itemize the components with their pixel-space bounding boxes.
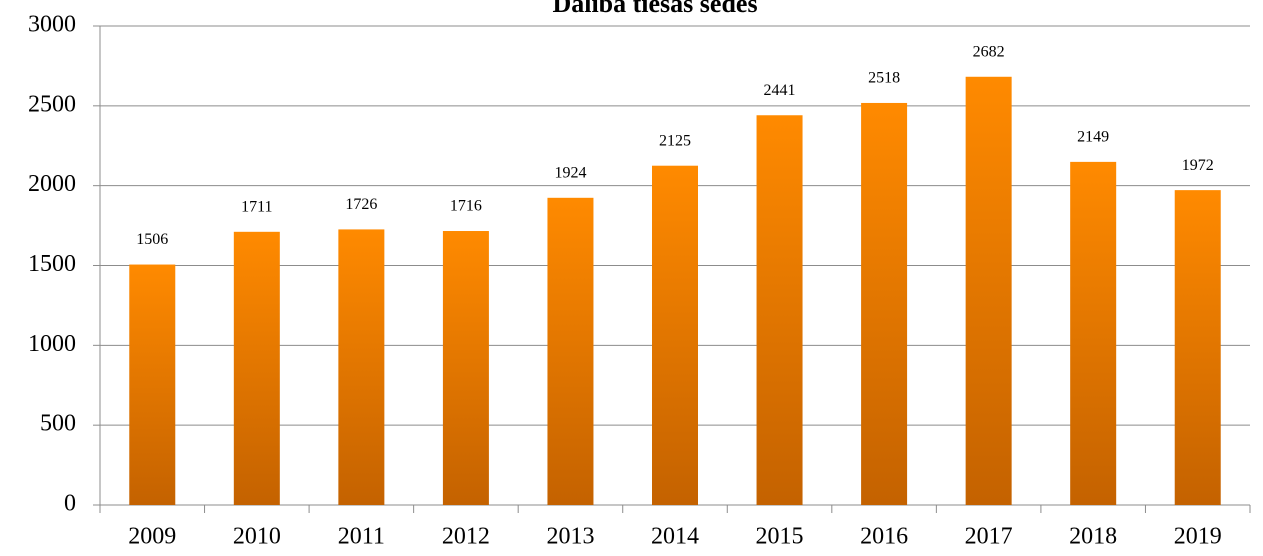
- value-label: 2149: [1077, 129, 1109, 146]
- bar: [547, 197, 594, 505]
- bar: [861, 102, 908, 505]
- y-tick-label: 1500: [28, 251, 76, 277]
- y-tick-label: 1000: [28, 331, 76, 357]
- x-tick-label: 2010: [233, 524, 281, 550]
- bar: [233, 231, 280, 505]
- y-tick-label: 500: [40, 411, 76, 437]
- bar: [652, 165, 698, 506]
- x-tick-label: 2015: [756, 524, 804, 550]
- value-label: 1506: [136, 231, 168, 248]
- bar: [338, 229, 385, 505]
- y-tick-label: 0: [64, 491, 76, 517]
- bar: [129, 264, 176, 505]
- bar: [756, 115, 803, 506]
- x-tick-label: 2018: [1069, 524, 1117, 550]
- x-tick-label: 2009: [128, 524, 176, 550]
- x-tick-label: 2019: [1174, 524, 1222, 550]
- x-tick-label: 2017: [965, 524, 1013, 550]
- value-label: 1726: [345, 196, 377, 213]
- x-tick-label: 2013: [546, 524, 594, 550]
- y-tick-label: 3000: [28, 12, 76, 38]
- value-label: 1924: [554, 164, 586, 181]
- bar: [965, 76, 1012, 506]
- x-tick-label: 2016: [860, 524, 908, 550]
- value-label: 2518: [868, 70, 900, 87]
- y-tick-label: 2500: [28, 91, 76, 117]
- y-tick-label: 2000: [28, 171, 76, 197]
- chart-title: Dalība tiesas sēdes: [552, 0, 757, 18]
- value-label: 1972: [1182, 157, 1214, 174]
- x-tick-label: 2011: [338, 524, 385, 550]
- value-label: 2441: [764, 82, 796, 99]
- bar: [442, 231, 489, 505]
- x-tick-label: 2014: [651, 524, 699, 550]
- value-label: 2125: [659, 132, 691, 149]
- value-label: 2682: [973, 43, 1005, 60]
- x-tick-label: 2012: [442, 524, 490, 550]
- value-label: 1711: [241, 198, 272, 215]
- bar: [1174, 190, 1221, 505]
- value-label: 1716: [450, 198, 482, 215]
- bar: [1070, 161, 1117, 505]
